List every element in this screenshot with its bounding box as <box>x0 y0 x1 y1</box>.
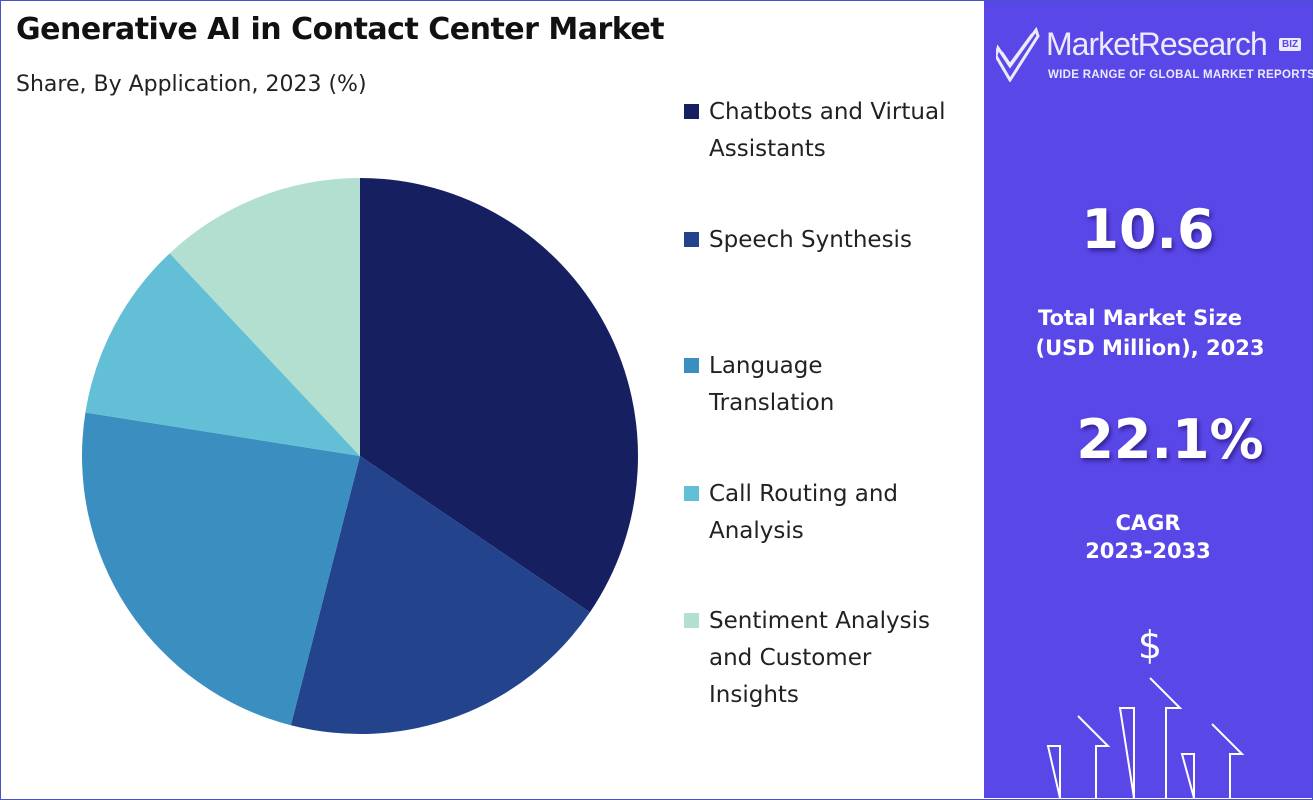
brand-tagline: WIDE RANGE OF GLOBAL MARKET REPORTS <box>1048 69 1313 81</box>
pie-chart <box>81 178 638 734</box>
market-size-value: 10.6 <box>1081 198 1215 261</box>
legend-label: Speech Synthesis <box>709 227 912 253</box>
brand-name: MarketResearch <box>1046 26 1268 62</box>
check-mark-logo-icon <box>996 26 1040 82</box>
legend-label: Call Routing and Analysis <box>709 481 899 544</box>
chart-subtitle: Share, By Application, 2023 (%) <box>16 72 367 97</box>
pie-slice-4 <box>85 253 360 456</box>
cagr-label-line1: CAGR <box>1115 511 1181 535</box>
brand-badge: BIZ <box>1279 38 1302 51</box>
legend-item: Sentiment Analysis and Customer Insights <box>684 603 974 714</box>
pie-slice-2 <box>290 456 590 734</box>
pie-slice-1 <box>360 178 638 613</box>
chart-title: Generative AI in Contact Center Market <box>16 12 665 47</box>
pie-slice-3 <box>81 412 360 726</box>
market-size-label-line1: Total Market Size <box>1038 306 1242 330</box>
cagr-label-line2: 2023-2033 <box>1085 539 1211 563</box>
legend-swatch <box>684 104 699 119</box>
legend-swatch <box>684 486 699 501</box>
legend-swatch <box>684 232 699 247</box>
legend-label: Language Translation <box>709 353 835 416</box>
dollar-icon: $ <box>1138 623 1162 667</box>
cagr-value: 22.1% <box>1076 408 1264 471</box>
up-arrows-icon: $ <box>1046 623 1245 798</box>
brand-logo: MarketResearch BIZ WIDE RANGE OF GLOBAL … <box>996 22 1313 92</box>
legend-item: Call Routing and Analysis <box>684 476 974 550</box>
legend-swatch <box>684 358 699 373</box>
legend-label: Chatbots and Virtual Assistants <box>709 99 946 162</box>
legend-swatch <box>684 613 699 628</box>
legend-item: Speech Synthesis <box>684 222 974 259</box>
summary-panel <box>984 1 1312 798</box>
legend-label: Sentiment Analysis and Customer Insights <box>709 608 930 708</box>
pie-slice-5 <box>169 178 360 456</box>
legend-item: Language Translation <box>684 348 974 422</box>
market-size-label-line2: (USD Million), 2023 <box>1035 336 1265 360</box>
legend-item: Chatbots and Virtual Assistants <box>684 94 974 168</box>
